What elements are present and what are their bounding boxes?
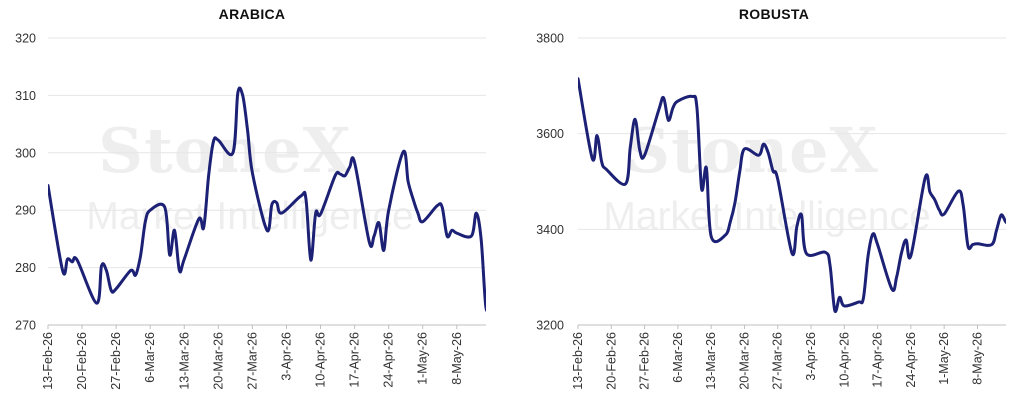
series-group (48, 86, 486, 312)
x-tick-label: 20-Mar-26 (737, 332, 751, 390)
x-tick-label: 13-Mar-26 (177, 332, 191, 390)
y-tick-label: 3600 (536, 127, 564, 141)
watermark: StoneX Market Intelligence (86, 114, 413, 238)
x-tick-label: 27-Feb-26 (109, 332, 123, 390)
y-tick-label: 3800 (536, 32, 564, 46)
x-tick-labels: 13-Feb-26 20-Feb-26 27-Feb-26 6-Mar-26 13-Ma… (571, 325, 984, 390)
y-tick-label: 280 (15, 261, 36, 275)
x-tick-label: 27-Mar-26 (771, 332, 785, 390)
x-tick-label: 10-Apr-26 (314, 332, 328, 388)
x-tick-label: 10-Apr-26 (837, 332, 851, 388)
chart-title: ARABICA (219, 6, 286, 22)
x-tick-label: 27-Feb-26 (638, 332, 652, 390)
watermark: StoneX Market Intelligence (603, 114, 930, 238)
y-gridlines (48, 37, 486, 326)
price-series-line (48, 86, 486, 312)
watermark-product: Market Intelligence (86, 195, 413, 238)
x-tick-label: 20-Feb-26 (75, 332, 89, 390)
robusta-chart-panel: ROBUSTA StoneX Market Intelligence 3200 3… (512, 0, 1024, 414)
x-tick-label: 24-Apr-26 (904, 332, 918, 388)
x-tick-label: 3-Apr-26 (804, 332, 818, 381)
y-tick-label: 310 (15, 89, 36, 103)
robusta-chart: ROBUSTA StoneX Market Intelligence 32003… (536, 6, 1006, 390)
x-tick-label: 13-Feb-26 (41, 332, 55, 390)
watermark-product: Market Intelligence (603, 195, 930, 238)
y-tick-label: 290 (15, 204, 36, 218)
x-tick-labels: 13-Feb-26 20-Feb-26 27-Feb-26 6-Mar-26 13-Ma… (41, 325, 464, 390)
chart-title: ROBUSTA (739, 6, 809, 22)
x-tick-label: 6-Mar-26 (671, 332, 685, 383)
y-tick-label: 3400 (536, 223, 564, 237)
y-gridlines (578, 37, 1006, 326)
x-tick-label: 20-Feb-26 (604, 332, 618, 390)
x-tick-label: 13-Feb-26 (571, 332, 585, 390)
x-tick-label: 1-May-26 (416, 332, 430, 385)
x-tick-label: 17-Apr-26 (871, 332, 885, 388)
series-group (578, 77, 1006, 314)
y-tick-label: 300 (15, 146, 36, 160)
x-tick-label: 3-Apr-26 (279, 332, 293, 381)
x-tick-label: 6-Mar-26 (143, 332, 157, 383)
x-tick-label: 20-Mar-26 (211, 332, 225, 390)
arabica-chart-panel: ARABICA StoneX Market Intelligence 270 28… (0, 0, 512, 414)
y-tick-label: 320 (15, 32, 36, 46)
y-tick-label: 3200 (536, 319, 564, 333)
x-tick-label: 24-Apr-26 (382, 332, 396, 388)
x-tick-label: 1-May-26 (937, 332, 951, 385)
arabica-chart: ARABICA StoneX Market Intelligence 270 28… (15, 6, 486, 390)
x-tick-label: 27-Mar-26 (245, 332, 259, 390)
x-tick-label: 8-May-26 (970, 332, 984, 385)
y-tick-labels: 3200 3400 3600 3800 (536, 32, 564, 333)
x-tick-label: 17-Apr-26 (348, 332, 362, 388)
y-tick-labels: 270 280 290 300 310 320 (15, 32, 36, 333)
x-tick-label: 13-Mar-26 (704, 332, 718, 390)
x-tick-label: 8-May-26 (450, 332, 464, 385)
y-tick-label: 270 (15, 319, 36, 333)
price-series-line (578, 77, 1006, 314)
